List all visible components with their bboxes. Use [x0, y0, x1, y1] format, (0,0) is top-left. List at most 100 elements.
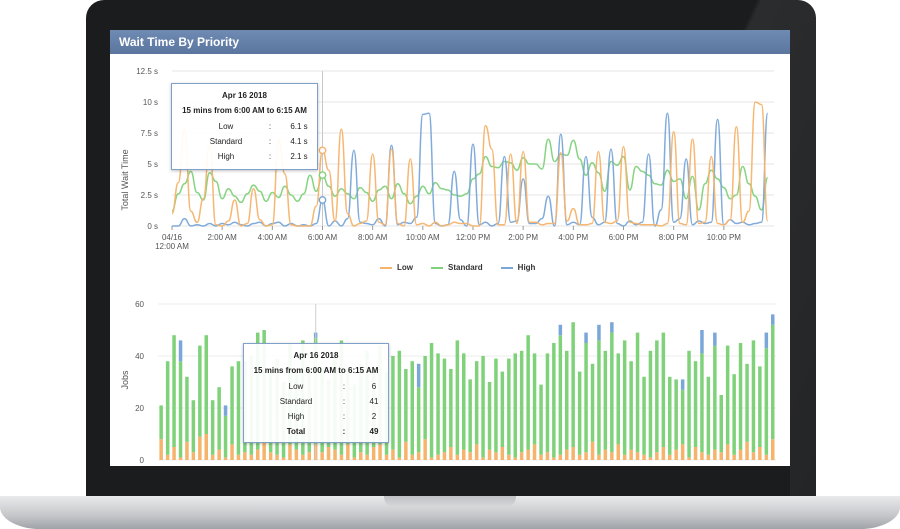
bar-segment-low[interactable] [294, 449, 299, 460]
bar-segment-low[interactable] [507, 454, 511, 460]
bar-segment-high[interactable] [416, 363, 421, 388]
bar-segment-standard[interactable] [700, 353, 704, 453]
bar-segment-standard[interactable] [204, 335, 209, 434]
bar-segment-standard[interactable] [487, 382, 492, 450]
bar-segment-standard[interactable] [668, 376, 672, 455]
bar-segment-low[interactable] [320, 452, 324, 460]
bar-segment-standard[interactable] [610, 332, 614, 453]
bar-segment-low[interactable] [532, 444, 537, 460]
bar-segment-low[interactable] [597, 454, 601, 460]
bar-segment-low[interactable] [661, 447, 666, 460]
bar-segment-standard[interactable] [732, 374, 736, 455]
bar-segment-high[interactable] [771, 314, 775, 325]
bar-segment-standard[interactable] [648, 350, 653, 458]
bar-segment-low[interactable] [449, 447, 453, 460]
bar-segment-standard[interactable] [687, 350, 691, 458]
bar-segment-low[interactable] [365, 454, 369, 460]
bar-segment-high[interactable] [178, 340, 183, 362]
bar-segment-low[interactable] [655, 452, 659, 460]
bar-segment-standard[interactable] [597, 340, 601, 455]
bar-segment-high[interactable] [223, 405, 228, 416]
bar-segment-low[interactable] [571, 447, 575, 460]
legend-item-high[interactable]: High [500, 263, 535, 272]
bar-segment-low[interactable] [223, 457, 228, 460]
bar-segment-standard[interactable] [738, 343, 743, 450]
bar-segment-low[interactable] [629, 449, 633, 460]
bar-segment-low[interactable] [359, 452, 363, 460]
jobs-chart[interactable]: 0 20 40 60 Jobs [110, 290, 790, 466]
bar-segment-low[interactable] [442, 452, 447, 460]
bar-segment-low[interactable] [487, 449, 492, 460]
bar-segment-low[interactable] [243, 452, 247, 460]
bar-segment-standard[interactable] [404, 369, 408, 442]
bar-segment-standard[interactable] [661, 332, 666, 447]
bar-segment-standard[interactable] [474, 361, 479, 445]
bar-segment-standard[interactable] [713, 345, 717, 450]
bar-segment-standard[interactable] [629, 361, 633, 450]
bar-segment-low[interactable] [249, 454, 254, 460]
bar-segment-low[interactable] [455, 454, 460, 460]
bar-segment-standard[interactable] [462, 353, 466, 450]
bar-segment-low[interactable] [732, 454, 736, 460]
bar-segment-low[interactable] [333, 449, 337, 460]
bar-segment-low[interactable] [159, 439, 163, 460]
bar-segment-standard[interactable] [223, 415, 228, 458]
bar-segment-standard[interactable] [494, 358, 498, 453]
bar-segment-low[interactable] [307, 452, 312, 460]
bar-segment-low[interactable] [635, 452, 640, 460]
bar-segment-standard[interactable] [545, 353, 550, 453]
bar-segment-low[interactable] [217, 449, 221, 460]
bar-segment-low[interactable] [210, 454, 215, 460]
bar-segment-low[interactable] [616, 444, 621, 460]
bar-segment-low[interactable] [713, 449, 717, 460]
bar-segment-standard[interactable] [758, 366, 762, 447]
bar-segment-standard[interactable] [416, 387, 421, 453]
bar-segment-low[interactable] [738, 449, 743, 460]
bar-segment-high[interactable] [610, 322, 614, 333]
bar-segment-standard[interactable] [680, 389, 685, 445]
bar-segment-standard[interactable] [622, 340, 627, 455]
bar-segment-low[interactable] [584, 452, 588, 460]
bar-segment-low[interactable] [423, 439, 427, 460]
bar-segment-low[interactable] [758, 447, 762, 460]
bar-segment-standard[interactable] [172, 335, 176, 447]
bar-segment-low[interactable] [178, 457, 183, 460]
bar-segment-low[interactable] [719, 452, 724, 460]
bar-segment-standard[interactable] [519, 350, 524, 453]
bar-segment-standard[interactable] [513, 353, 518, 458]
bar-segment-standard[interactable] [635, 332, 640, 453]
bar-segment-low[interactable] [198, 436, 202, 460]
bar-segment-low[interactable] [462, 449, 466, 460]
bar-segment-low[interactable] [185, 441, 189, 460]
bar-segment-standard[interactable] [449, 369, 453, 447]
bar-segment-low[interactable] [494, 452, 498, 460]
bar-segment-standard[interactable] [674, 379, 678, 450]
bar-segment-standard[interactable] [706, 376, 711, 455]
bar-segment-low[interactable] [745, 441, 749, 460]
bar-segment-low[interactable] [552, 457, 556, 460]
bar-segment-high[interactable] [700, 330, 704, 354]
bar-segment-standard[interactable] [210, 400, 215, 455]
bar-segment-low[interactable] [165, 454, 170, 460]
bar-segment-low[interactable] [771, 439, 775, 460]
bar-segment-low[interactable] [256, 449, 260, 460]
bar-segment-low[interactable] [513, 457, 518, 460]
bar-segment-standard[interactable] [771, 324, 775, 440]
bar-segment-low[interactable] [590, 441, 595, 460]
bar-segment-low[interactable] [680, 444, 685, 460]
bar-segment-low[interactable] [474, 444, 479, 460]
bar-segment-standard[interactable] [764, 348, 769, 455]
bar-segment-standard[interactable] [455, 340, 460, 455]
bar-segment-low[interactable] [725, 444, 730, 460]
bar-segment-low[interactable] [230, 444, 234, 460]
bar-segment-standard[interactable] [429, 343, 434, 458]
bar-segment-standard[interactable] [725, 345, 730, 445]
bar-segment-standard[interactable] [159, 405, 163, 440]
bar-segment-standard[interactable] [165, 361, 170, 455]
bar-segment-low[interactable] [268, 452, 273, 460]
bar-segment-low[interactable] [622, 454, 627, 460]
bar-segment-high[interactable] [597, 324, 601, 341]
bar-segment-low[interactable] [668, 454, 672, 460]
bar-segment-low[interactable] [404, 441, 408, 460]
bar-segment-standard[interactable] [616, 353, 621, 445]
